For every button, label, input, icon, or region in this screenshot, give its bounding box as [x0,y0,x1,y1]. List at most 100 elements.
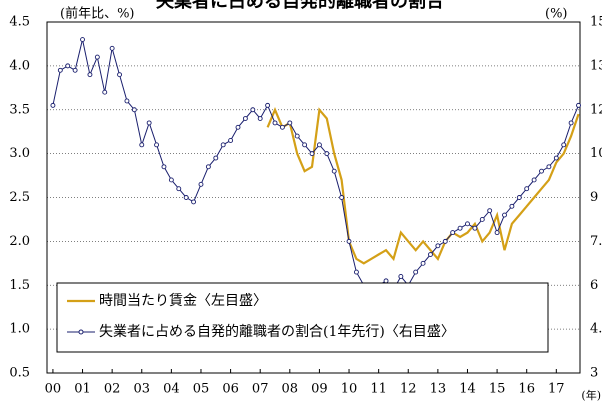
series-marker [576,102,581,108]
series-marker [472,225,478,231]
series-marker [331,168,337,174]
legend-label: 時間当たり賃金〈左目盛〉 [99,293,267,309]
x-tick-label: 00 [45,382,62,397]
series-marker [228,138,234,143]
y2-tick-label: 7.5 [590,234,602,249]
legend-box [56,282,549,353]
x-tick-label: 04 [163,382,180,397]
series-marker [442,238,448,244]
series-line [52,39,579,291]
series-marker [50,102,56,108]
series-marker [72,67,78,73]
x-tick-label: 09 [311,382,328,397]
series-marker [146,120,152,126]
series-marker [494,230,500,236]
series-marker [302,142,308,148]
series-marker [161,164,167,170]
y-tick-label: 2.0 [9,234,30,249]
x-tick-label: 08 [282,382,299,397]
y-tick-label: 3.0 [9,146,30,161]
x-tick-label: 05 [193,382,210,397]
series-marker [220,142,226,148]
series-marker [546,164,552,170]
series-marker [539,168,544,174]
series-marker [124,98,130,104]
series-marker [287,120,293,126]
series-marker [561,142,567,148]
y-tick-label: 0.5 [9,366,30,381]
series-marker [309,151,315,157]
x-tick-label: 12 [400,382,417,397]
y-tick-label: 4.0 [9,58,30,73]
series-marker [198,181,204,187]
plot-frame [46,21,581,374]
series-marker [316,142,322,148]
series-marker [413,269,419,275]
y-tick-label: 4.5 [9,15,30,30]
series-marker [102,89,108,95]
y-tick-label: 1.5 [9,278,30,293]
x-tick-label: 06 [222,382,239,397]
x-axis-label: (年) [581,388,601,402]
y2-axis-label: (%) [545,7,568,22]
series-marker [213,155,219,161]
series-marker [131,107,137,113]
y-tick-label: 3.5 [9,102,30,117]
legend-marker [78,329,84,335]
series-marker [398,274,404,279]
series-marker [117,72,122,78]
y2-tick-label: 12 [590,102,602,117]
series-marker [139,142,145,148]
y-axis-label: (前年比、%) [60,6,135,22]
y2-tick-label: 10.5 [590,146,602,161]
series-marker [65,63,71,69]
series-marker [487,208,493,214]
y-tick-label: 2.5 [9,190,30,205]
y2-tick-label: 3 [590,366,598,381]
series-marker [257,116,263,121]
x-tick-label: 02 [104,382,121,397]
series-marker [87,72,93,78]
series-marker [250,107,256,113]
series-marker [168,177,174,183]
x-tick-label: 17 [548,382,565,397]
series-marker [154,142,160,148]
y2-tick-label: 4.5 [590,322,602,337]
series-marker [183,195,189,200]
x-tick-label: 15 [489,382,506,397]
series-marker [57,67,63,73]
x-tick-label: 07 [252,382,269,397]
series-marker [346,238,352,244]
y2-tick-label: 9 [590,190,598,205]
series-marker [479,216,485,222]
series-marker [109,45,115,51]
x-tick-label: 14 [459,382,476,397]
series-marker [457,225,463,231]
series-marker [524,186,530,192]
series-marker [420,260,426,266]
series-marker [428,252,433,257]
series-marker [435,243,441,249]
x-tick-label: 13 [430,382,447,397]
series-marker [383,278,389,284]
x-tick-label: 03 [133,382,150,397]
x-tick-label: 10 [341,382,358,397]
x-tick-label: 01 [74,382,91,397]
series-marker [531,177,537,183]
series-marker [265,102,271,108]
series-marker [553,155,559,161]
series-marker [502,212,507,218]
series-marker [465,221,470,227]
series-marker [242,116,248,121]
series-marker [235,124,241,130]
series-marker [339,195,345,200]
series-marker [205,164,211,170]
series-marker [568,120,574,126]
x-tick-label: 11 [370,382,387,397]
series-marker [509,203,515,209]
series-marker [516,195,522,200]
series-marker [353,269,359,275]
y2-tick-label: 15 [590,15,602,30]
series-marker [80,37,85,42]
